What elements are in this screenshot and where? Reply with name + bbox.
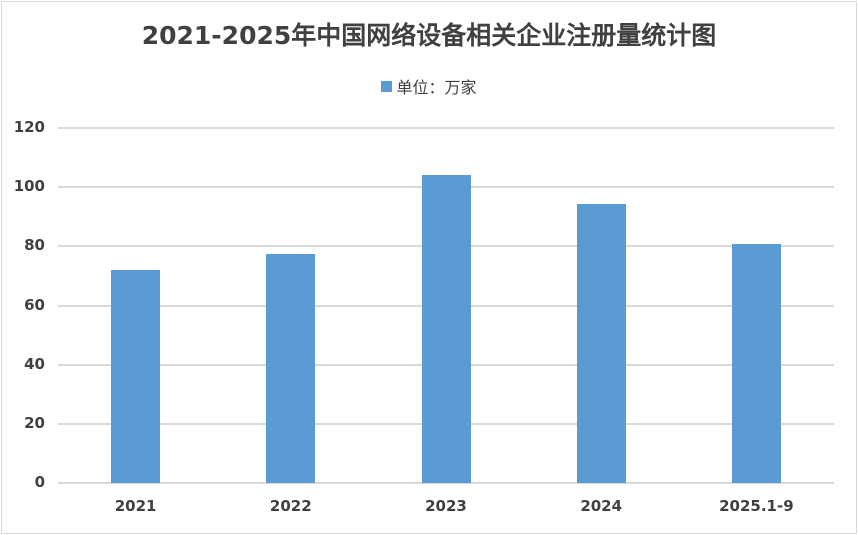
chart-title: 2021-2025年中国网络设备相关企业注册量统计图 — [141, 21, 717, 50]
gridline — [58, 482, 834, 484]
bar-2023[interactable] — [421, 175, 471, 483]
y-tick-label: 60 — [24, 295, 45, 314]
x-tick-label: 2025.1-9 — [719, 497, 794, 515]
chart-legend: 单位：万家 — [0, 74, 858, 98]
bar-2022[interactable] — [266, 254, 316, 483]
y-tick-label: 80 — [24, 236, 45, 255]
bar-2025.1-9[interactable] — [731, 243, 781, 483]
y-tick-label: 120 — [13, 118, 45, 136]
bar-2024[interactable] — [576, 204, 626, 483]
x-tick-label: 2021 — [114, 497, 157, 515]
x-tick-label: 2022 — [269, 497, 312, 515]
y-tick-label: 0 — [34, 473, 45, 491]
y-tick-label: 20 — [24, 413, 45, 432]
y-tick-label: 40 — [24, 354, 45, 373]
y-tick-label: 100 — [13, 177, 45, 196]
legend-label: 单位：万家 — [396, 78, 477, 97]
legend-swatch-icon — [381, 81, 393, 92]
bar-2021[interactable] — [111, 270, 161, 483]
x-tick-label: 2023 — [425, 497, 467, 515]
x-tick-label: 2024 — [580, 497, 623, 515]
gridline — [58, 127, 834, 129]
plot-area — [58, 127, 834, 484]
